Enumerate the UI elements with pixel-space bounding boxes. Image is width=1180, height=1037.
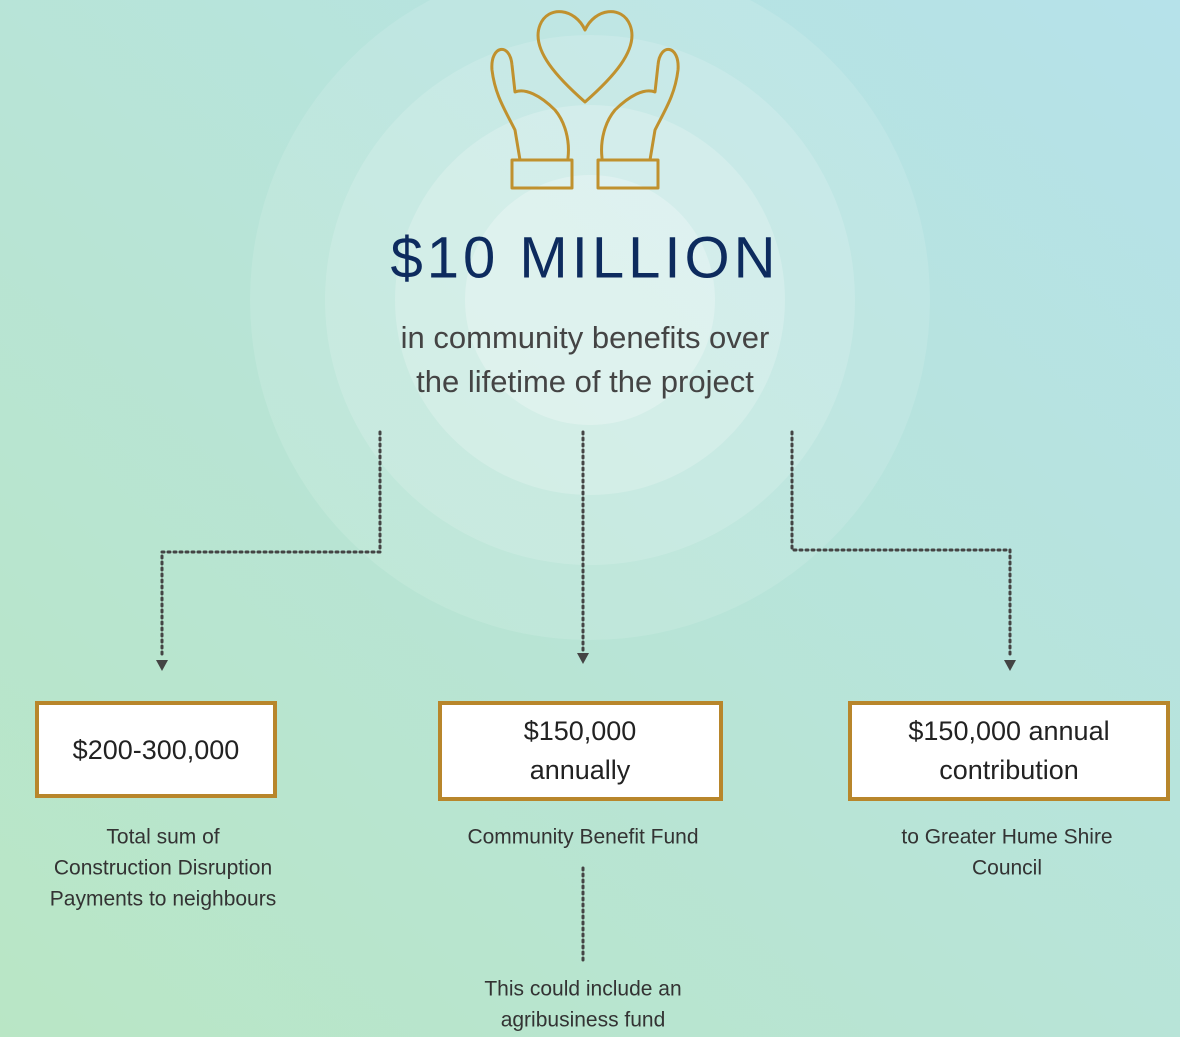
headline: $10 MILLION [391,225,780,290]
box-text: annually [530,755,631,785]
description: Total sum of [106,826,219,849]
note: agribusiness fund [501,1009,666,1032]
subtitle: the lifetime of the project [416,364,754,399]
box [35,701,277,798]
heart-hands-icon [490,10,680,190]
description: Community Benefit Fund [467,826,698,849]
description: Construction Disruption [54,857,272,880]
description: Payments to neighbours [50,888,276,911]
description: to Greater Hume Shire [901,826,1112,849]
box [438,701,723,801]
connectors [156,430,1016,964]
subtitle: in community benefits over [401,320,770,355]
box-text: $200-300,000 [73,735,240,765]
note: This could include an [484,978,681,1001]
description: Council [972,857,1042,880]
box [848,701,1170,801]
box-text: $150,000 [524,716,637,746]
box-text: contribution [939,755,1079,785]
rings [250,0,930,640]
box-text: $150,000 annual [908,716,1109,746]
